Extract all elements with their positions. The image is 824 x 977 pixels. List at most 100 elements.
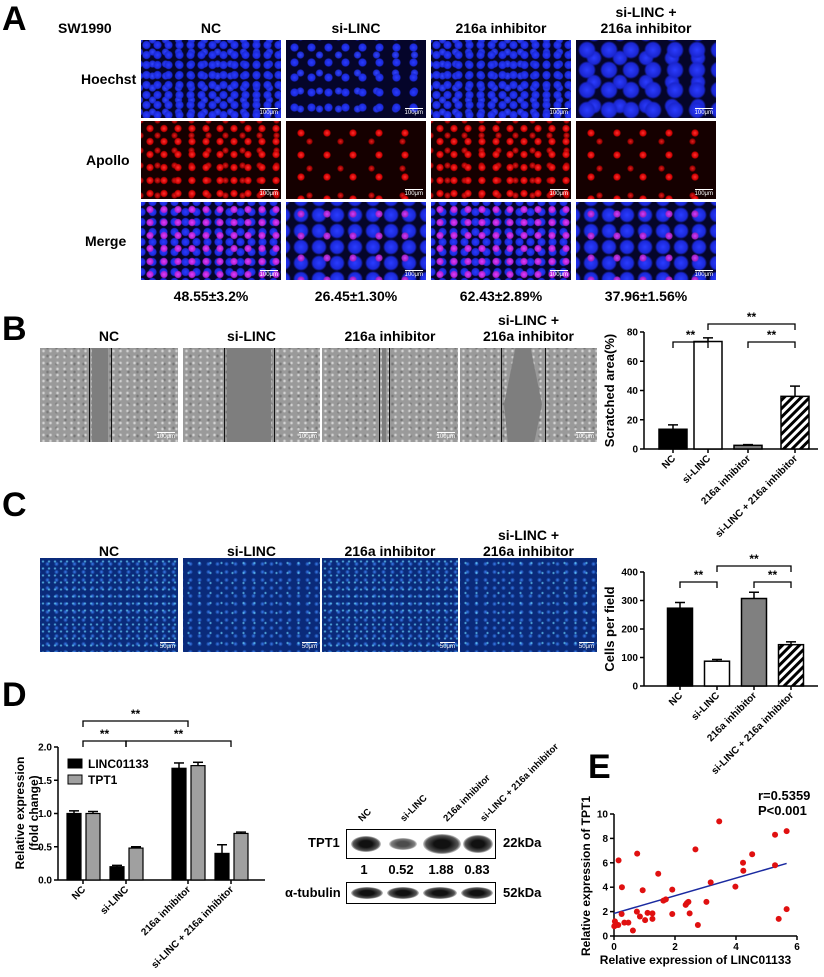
cell-line-label: SW1990 [58, 20, 112, 36]
bar-3 [733, 444, 763, 450]
scale-bar: 100μm [404, 270, 423, 278]
row-label-merge: Merge [85, 233, 127, 249]
scale-bar: 100μm [436, 432, 455, 440]
scale-bar: 100μm [298, 432, 317, 440]
stat-annotation-2: P<0.001 [758, 803, 807, 818]
data-point-27 [685, 898, 692, 905]
x-tick-label: NC [660, 453, 678, 471]
y-tick-label: 2 [602, 907, 608, 918]
y-tick-label: 6 [602, 858, 608, 869]
ratio-216a: 1.88 [428, 862, 454, 877]
y-tick-label: 60 [627, 357, 639, 368]
micrograph-apollo-4: 100μm [576, 121, 716, 199]
data-point-19 [649, 915, 656, 922]
x-tick-label: si-LINC [690, 690, 723, 723]
scratch-image-1: 100μm [40, 348, 178, 442]
micrograph-merge-2: 100μm [286, 202, 426, 280]
wound-edge-line [274, 348, 275, 442]
y-tick-label: 10 [597, 810, 609, 821]
x-tick-label: si-LINC + 216a inhibitor [150, 884, 237, 971]
transwell-image-2: 50μm [183, 558, 320, 652]
data-point-5 [625, 919, 632, 926]
regression-line [613, 862, 787, 915]
data-point-1 [615, 857, 622, 864]
c-header-nc: NC [98, 543, 120, 559]
panel-c-label: C [2, 486, 27, 524]
y-tick-label: 200 [621, 625, 638, 636]
y-tick-label: 20 [627, 415, 639, 426]
lane-label-2: si-LINC [398, 793, 429, 824]
data-point-17 [644, 909, 651, 916]
lane-label-1: NC [356, 807, 374, 825]
band-label-tpt1: TPT1 [308, 835, 340, 850]
wound-edge-line [545, 348, 546, 442]
col-header-combo: si-LINC +216a inhibitor [576, 4, 716, 36]
bar-2 [693, 340, 723, 450]
significance-bracket [679, 581, 718, 588]
data-point-29 [692, 846, 699, 853]
legend-swatch-TPT1 [67, 774, 83, 785]
scale-bar: 100μm [156, 432, 175, 440]
scale-bar: 100μm [694, 189, 713, 197]
data-point-34 [732, 883, 739, 890]
percentage-nc: 48.55±3.2% [173, 288, 249, 304]
c-header-combo-line2: 216a inhibitor [482, 543, 575, 559]
x-tick-label: 4 [733, 942, 739, 953]
scale-bar: 100μm [694, 270, 713, 278]
data-point-2 [618, 884, 625, 891]
y-tick-label: 0 [632, 445, 638, 456]
y-tick-label: 80 [627, 328, 639, 339]
significance-bracket [707, 323, 796, 330]
micrograph-apollo-3: 100μm [431, 121, 571, 199]
y-tick-label: 300 [621, 596, 638, 607]
x-tick-label: 6 [794, 942, 800, 953]
c-header-combo-line1: si-LINC + [497, 527, 560, 543]
y-axis-label: Relative expression of TPT1 [579, 796, 593, 956]
data-point-23 [669, 886, 676, 893]
data-point-36 [740, 867, 747, 874]
band-size-tpt1: 22kDa [503, 835, 542, 850]
significance-bracket [82, 740, 127, 747]
b-header-combo-line2: 216a inhibitor [482, 328, 575, 344]
micrograph-apollo-1: 100μm [141, 121, 281, 199]
y-axis-label-2: (fold change) [27, 775, 41, 850]
scratch-image-4: 100μm [460, 348, 597, 442]
data-point-18 [649, 910, 656, 917]
y-tick-label: 1.0 [38, 809, 52, 820]
data-point-28 [686, 910, 693, 917]
micrograph-hoechst-3: 100μm [431, 40, 571, 118]
bar-3 [740, 597, 768, 687]
x-tick-label: si-LINC + 216a inhibitor [714, 453, 801, 540]
panel-d-label: D [2, 676, 27, 714]
scratch-gap [504, 348, 542, 442]
bar-4 [780, 395, 810, 450]
ratio-nc: 1 [360, 862, 368, 877]
significance-label: ** [100, 727, 110, 741]
bar-LINC01133-4 [214, 852, 230, 881]
significance-label: ** [767, 328, 777, 342]
wound-edge-line [379, 348, 380, 442]
bar-LINC01133-3 [171, 767, 187, 881]
micrograph-hoechst-4: 100μm [576, 40, 716, 118]
scale-bar: 100μm [575, 432, 594, 440]
scale-bar: 50μm [159, 642, 175, 650]
bar-2 [703, 660, 731, 687]
data-point-14 [636, 913, 643, 920]
scale-bar: 50μm [301, 642, 317, 650]
significance-bracket [716, 565, 792, 572]
y-tick-label: 0.5 [38, 842, 52, 853]
micrograph-apollo-2: 100μm [286, 121, 426, 199]
micrograph-merge-1: 100μm [141, 202, 281, 280]
legend-label-LINC01133: LINC01133 [88, 757, 149, 771]
lane-label-4: si-LINC + 216a inhibitor [478, 741, 561, 824]
significance-bracket [672, 341, 709, 348]
legend-swatch-LINC01133 [67, 758, 83, 769]
data-point-33 [716, 818, 723, 825]
scratch-gap [382, 348, 386, 442]
y-tick-label: 1.5 [38, 776, 52, 787]
significance-label: ** [131, 707, 141, 721]
data-point-16 [642, 917, 649, 924]
data-point-30 [694, 922, 701, 929]
data-point-3 [618, 911, 625, 918]
